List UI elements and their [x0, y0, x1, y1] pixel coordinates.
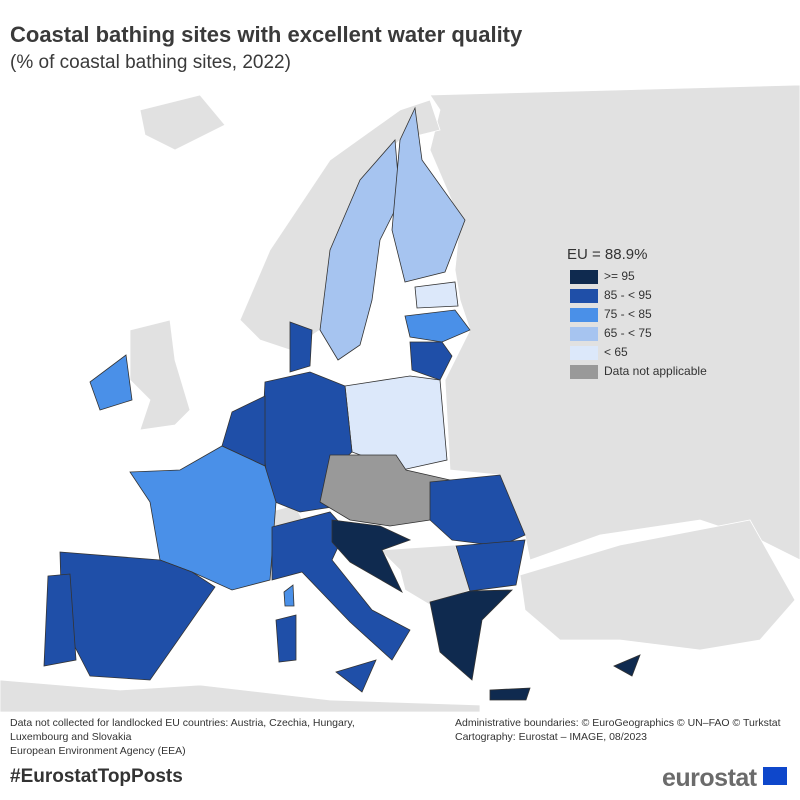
footnote: Data not collected for landlocked EU cou…: [10, 717, 355, 743]
legend-label: < 65: [604, 345, 628, 359]
footnote: Administrative boundaries: © EuroGeograp…: [455, 717, 781, 729]
legend-swatch: [570, 365, 598, 379]
logo: eurostat: [662, 764, 757, 792]
legend-label: 85 - < 95: [604, 288, 652, 302]
non-eu-land: [0, 84, 800, 713]
eu-flag: [763, 767, 787, 785]
legend-swatch: [570, 308, 598, 322]
footnote: European Environment Agency (EEA): [10, 745, 186, 757]
legend-label: Data not applicable: [604, 364, 707, 378]
legend-label: 75 - < 85: [604, 307, 652, 321]
countries: [43, 106, 641, 701]
legend-swatch: [570, 289, 598, 303]
footnote-left: Data not collected for landlocked EU cou…: [10, 716, 390, 758]
legend: EU = 88.9% >= 95 85 - < 95 75 - < 85 65 - <…: [567, 246, 707, 379]
subtitle: (% of coastal bathing sites, 2022): [10, 52, 291, 73]
legend-swatch: [570, 346, 598, 360]
legend-label: 65 - < 75: [604, 326, 652, 340]
title: Coastal bathing sites with excellent wat…: [10, 22, 523, 47]
legend-label: >= 95: [604, 269, 635, 283]
legend-swatch: [570, 270, 598, 284]
footnote-right: Administrative boundaries: © EuroGeograp…: [455, 716, 795, 744]
hashtag: #EurostatTopPosts: [10, 766, 183, 787]
legend-heading: EU = 88.9%: [567, 246, 647, 263]
footnote: Cartography: Eurostat – IMAGE, 08/2023: [455, 731, 648, 743]
legend-swatch: [570, 327, 598, 341]
